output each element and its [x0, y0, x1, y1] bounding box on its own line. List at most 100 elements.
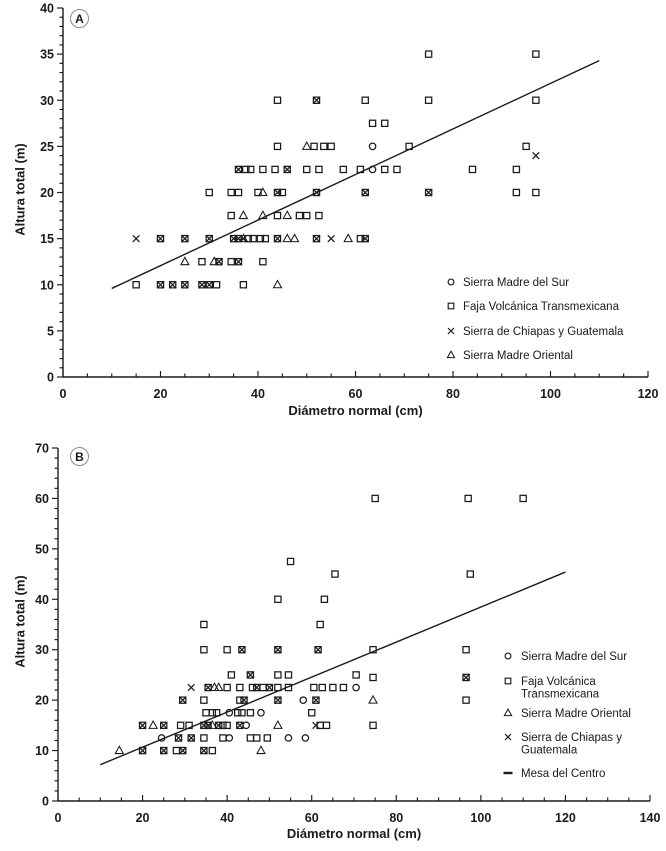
data-point-square [462, 696, 470, 704]
panel-a-y-axis-title: Altura total (m) [12, 143, 28, 236]
data-point-circle [257, 708, 265, 717]
data-point-square [234, 257, 243, 266]
data-point-square [320, 595, 329, 604]
data-point-square [303, 211, 311, 220]
series-cross [132, 96, 540, 289]
data-point-triangle [238, 233, 249, 243]
data-point-square [274, 683, 282, 692]
data-point-square [278, 188, 287, 197]
data-point-square [424, 96, 433, 104]
data-point-square [172, 746, 181, 755]
data-point-square [223, 645, 231, 654]
data-point-circle [352, 683, 360, 692]
data-point-square [256, 234, 265, 243]
data-point-square [368, 119, 377, 128]
data-point-cross [234, 257, 243, 266]
data-point-square [369, 673, 377, 682]
data-point-square [200, 746, 208, 755]
data-point-square [181, 281, 189, 289]
legend-item: Sierra Madre del Sur [504, 651, 627, 663]
data-point-square [315, 165, 323, 174]
data-point-square [248, 683, 257, 692]
data-point-cross [159, 746, 168, 755]
data-point-square [181, 234, 189, 243]
data-point-square [242, 165, 250, 174]
data-point-square [259, 683, 267, 692]
data-point-square [274, 671, 282, 679]
data-point-cross [187, 734, 195, 742]
series-cross [138, 645, 470, 755]
data-point-square [361, 96, 369, 104]
data-point-cross [273, 234, 282, 243]
data-point-triangle [289, 233, 300, 243]
data-point-square [187, 734, 195, 742]
data-point-square [512, 188, 521, 197]
data-point-square [259, 257, 267, 266]
data-point-triangle [272, 279, 283, 289]
data-point-square [227, 257, 235, 266]
data-point-square [371, 494, 379, 503]
data-point-square [318, 683, 327, 692]
x-tick-label: 0 [55, 811, 62, 825]
data-point-square [227, 211, 235, 220]
data-point-square [246, 734, 255, 742]
data-point-square [227, 671, 236, 679]
data-point-square [236, 696, 244, 704]
data-point-square [381, 165, 389, 174]
y-tick-label: 25 [40, 140, 54, 154]
data-point-cross [314, 645, 322, 654]
data-point-square [219, 721, 227, 730]
legend-marker-circle-icon [504, 652, 512, 660]
panel-b-plot: 0 20 40 60 80 100 120 140 0 10 20 30 40 50 60 70 Sierra … [35, 441, 660, 825]
legend-label: Transmexicana [521, 689, 600, 701]
x-tick-label: 100 [540, 387, 561, 401]
data-point-cross [283, 165, 291, 174]
data-point-square [405, 142, 413, 151]
data-point-cross [238, 645, 246, 654]
legend-marker-square-icon [504, 677, 512, 685]
data-point-square [174, 734, 183, 742]
x-tick-label: 60 [349, 387, 363, 401]
data-point-square [239, 281, 248, 289]
data-point-cross [312, 234, 321, 243]
y-tick-label: 10 [40, 278, 54, 292]
data-point-square [156, 234, 165, 243]
data-point-square [246, 165, 255, 174]
data-point-square [512, 165, 521, 174]
data-point-square [329, 683, 337, 692]
legend-item: Sierra Madre Oriental [503, 708, 631, 720]
data-point-square [168, 281, 177, 289]
x-tick-label: 80 [389, 811, 403, 825]
data-point-square [283, 165, 291, 174]
data-point-triangle [282, 210, 293, 220]
data-point-square [310, 683, 318, 692]
data-point-cross [205, 234, 213, 243]
data-point-square [202, 709, 210, 717]
legend-item: Faja Volcánica Transmexicana [447, 301, 620, 313]
data-point-circle [157, 734, 166, 742]
data-point-square [273, 211, 282, 220]
panel-b-label: B [70, 447, 89, 466]
data-point-square [519, 494, 527, 503]
data-point-square [138, 721, 147, 730]
data-point-square [271, 165, 279, 174]
data-point-square [352, 671, 360, 679]
panel-a-plot: 0 20 40 60 80 100 120 0 5 10 15 20 25 30 35 40 Sierra Ma… [40, 2, 658, 402]
legend-item: Mesa del Centro [503, 768, 605, 780]
data-point-square [462, 645, 470, 654]
data-point-square [273, 188, 282, 197]
data-point-triangle [256, 745, 266, 755]
panel-b-x-axis-title: Diámetro normal (cm) [286, 826, 422, 841]
data-point-cross [327, 234, 335, 243]
data-point-square [223, 683, 231, 692]
legend-marker-square-icon [447, 302, 455, 310]
data-point-square [240, 696, 248, 704]
data-point-cross [240, 696, 248, 704]
data-point-square [314, 645, 322, 654]
data-point-square [274, 696, 282, 704]
data-point-square [361, 188, 369, 197]
trend-line [111, 59, 600, 290]
y-tick-label: 40 [35, 593, 49, 607]
data-point-square [462, 673, 470, 682]
